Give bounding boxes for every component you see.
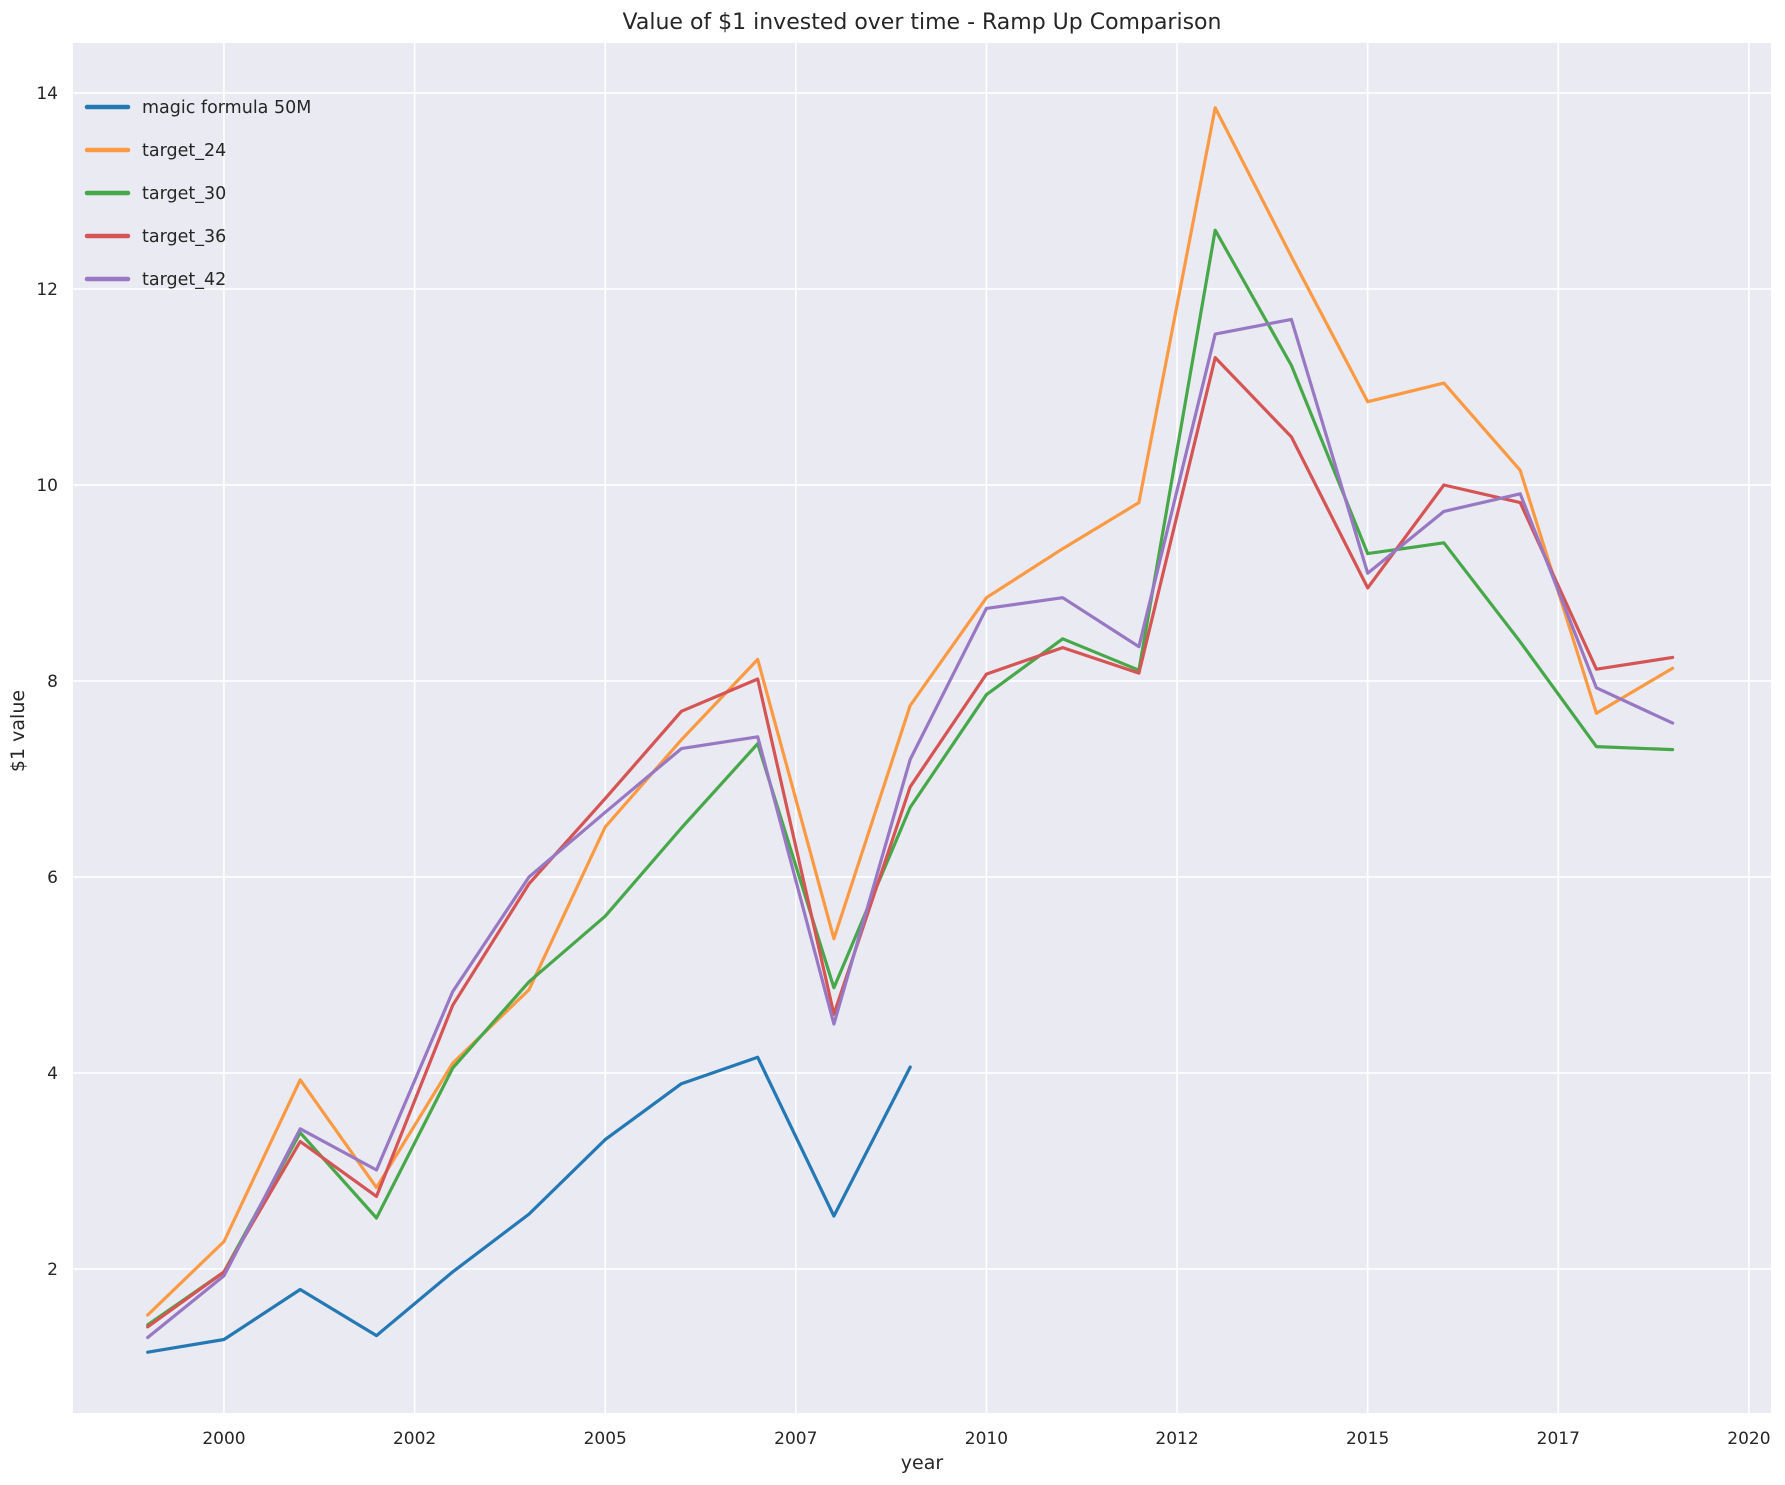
y-tick-label: 4 [47,1064,58,1084]
legend-label-target_36: target_36 [142,227,226,247]
series-line-target_30 [146,228,1675,1327]
y-tick-label: 12 [36,280,58,300]
legend-label-magic-formula-50M: magic formula 50M [142,98,311,118]
x-tick-label: 2007 [774,1429,817,1449]
series-line-magic-formula-50M [146,1055,912,1354]
x-tick-label: 2002 [393,1429,436,1449]
series-line-target_24 [146,106,1675,1317]
y-tick-label: 8 [47,672,58,692]
y-tick-label: 2 [47,1260,58,1280]
x-tick-label: 2000 [202,1429,245,1449]
y-tick-label: 6 [47,868,58,888]
series-line-target_36 [146,356,1675,1329]
legend-label-target_30: target_30 [142,184,226,204]
y-tick-label: 14 [36,84,58,104]
y-tick-label: 10 [36,476,58,496]
x-tick-label: 2010 [965,1429,1008,1449]
x-axis-label: year [900,1452,944,1474]
x-tick-label: 2005 [584,1429,627,1449]
y-axis-label: $1 value [7,689,29,773]
legend-label-target_42: target_42 [142,270,226,290]
chart-title: Value of $1 invested over time - Ramp Up… [622,10,1222,35]
plot-area [73,43,1771,1413]
x-tick-label: 2015 [1346,1429,1389,1449]
series-line-target_42 [146,317,1675,1340]
x-tick-label: 2020 [1727,1429,1770,1449]
legend-label-target_24: target_24 [142,141,226,161]
x-tick-label: 2012 [1155,1429,1198,1449]
x-tick-label: 2017 [1537,1429,1580,1449]
